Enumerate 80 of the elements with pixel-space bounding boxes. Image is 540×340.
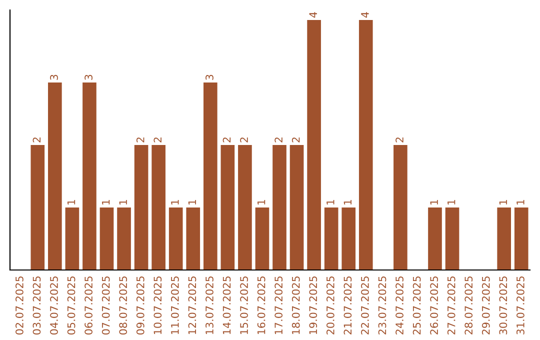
x-tick-label: 05.07.2025 — [67, 276, 76, 335]
x-tick-label: 19.07.2025 — [309, 276, 318, 334]
bar — [203, 82, 218, 270]
bar — [394, 145, 408, 270]
data-label: 1 — [344, 200, 352, 204]
data-label: 2 — [396, 138, 404, 142]
bar — [117, 208, 131, 270]
x-tick-label: 12.07.2025 — [188, 276, 196, 334]
data-label: 1 — [448, 200, 456, 204]
bar — [290, 145, 304, 270]
data-label: 2 — [32, 138, 41, 142]
x-tick-label: 14.07.2025 — [222, 276, 231, 334]
x-tick-label: 07.07.2025 — [102, 276, 110, 335]
x-tick-label: 27.07.2025 — [447, 276, 456, 334]
x-tick-label: 03.07.2025 — [32, 276, 41, 335]
data-label: 2 — [222, 138, 231, 142]
x-tick-label: 06.07.2025 — [84, 276, 92, 335]
bar — [48, 82, 62, 270]
data-label: 3 — [206, 74, 214, 80]
x-tick-label: 13.07.2025 — [206, 276, 214, 334]
data-label: 1 — [102, 200, 110, 204]
bar — [65, 208, 80, 270]
data-label: 2 — [136, 138, 144, 142]
bar — [342, 208, 356, 270]
data-label: 1 — [258, 200, 266, 204]
data-label: 3 — [84, 74, 92, 80]
bar — [134, 145, 148, 270]
bar — [445, 208, 460, 270]
data-label: 3 — [50, 74, 58, 80]
x-tick-label: 22.07.2025 — [361, 276, 369, 334]
bar — [358, 20, 373, 270]
bar — [514, 208, 528, 270]
x-tick-label: 15.07.2025 — [240, 276, 248, 334]
x-tick-label: 21.07.2025 — [344, 276, 352, 334]
bar — [428, 208, 442, 270]
bar — [152, 145, 166, 270]
data-label: 2 — [240, 138, 248, 142]
x-tick-label: 11.07.2025 — [170, 276, 179, 334]
x-tick-label: 16.07.2025 — [257, 276, 266, 334]
data-label: 1 — [516, 200, 524, 204]
bar — [186, 208, 200, 270]
x-tick-label: 08.07.2025 — [119, 276, 128, 335]
x-tick-label: 04.07.2025 — [50, 276, 58, 335]
x-tick-label: 23.07.2025 — [378, 276, 386, 334]
data-label: 1 — [119, 200, 127, 204]
x-tick-label: 18.07.2025 — [292, 276, 300, 334]
bar — [324, 208, 338, 270]
data-label: 1 — [67, 200, 76, 204]
x-tick-label: 28.07.2025 — [464, 276, 473, 334]
data-label: 2 — [292, 138, 300, 142]
data-label: 1 — [499, 200, 507, 204]
data-label: 4 — [361, 12, 369, 18]
x-tick-label: 26.07.2025 — [430, 276, 438, 334]
bar — [82, 82, 96, 270]
bar — [307, 20, 321, 270]
x-tick-label: 24.07.2025 — [396, 276, 404, 334]
bar — [272, 145, 286, 270]
bar — [255, 208, 270, 270]
bar — [220, 145, 235, 270]
bar — [238, 145, 252, 270]
x-tick-label: 31.07.2025 — [516, 276, 524, 334]
x-tick-label: 25.07.2025 — [412, 276, 421, 334]
data-label: 2 — [154, 138, 162, 142]
bar — [168, 208, 183, 270]
x-tick-label: 09.07.2025 — [136, 276, 144, 335]
x-tick-label: 30.07.2025 — [499, 276, 508, 334]
bar — [497, 208, 511, 270]
data-label: 1 — [188, 200, 196, 204]
x-tick-label: 17.07.2025 — [274, 276, 283, 334]
bar — [100, 208, 114, 270]
data-label: 2 — [274, 138, 282, 142]
bar — [30, 145, 45, 270]
x-tick-label: 10.07.2025 — [154, 276, 162, 334]
data-label: 1 — [171, 200, 179, 204]
x-tick-label: 29.07.2025 — [482, 276, 490, 334]
data-label: 4 — [309, 12, 317, 18]
data-label: 1 — [430, 200, 438, 204]
x-tick-label: 02.07.2025 — [16, 276, 24, 335]
x-tick-label: 20.07.2025 — [326, 276, 334, 334]
data-label: 1 — [326, 200, 334, 204]
